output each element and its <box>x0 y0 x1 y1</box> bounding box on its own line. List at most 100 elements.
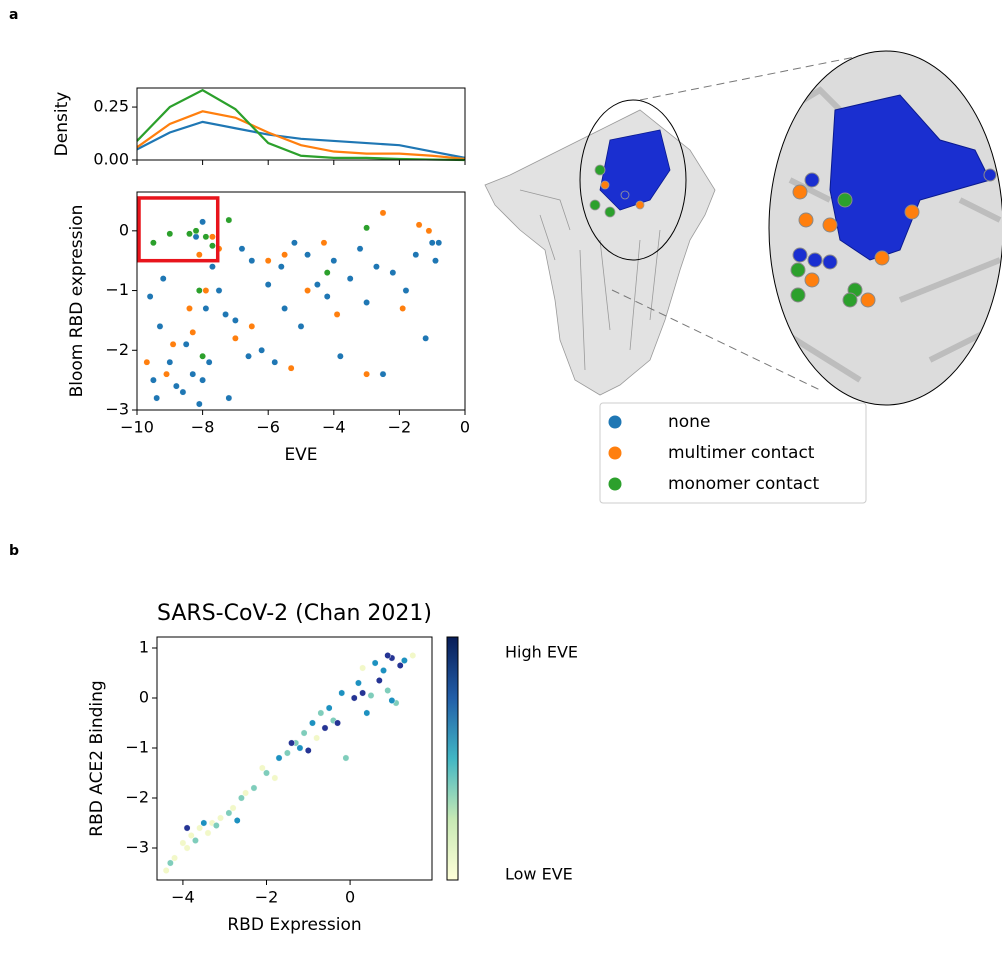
x-tick-label: −2 <box>255 888 279 907</box>
point <box>159 275 167 283</box>
point <box>400 657 408 664</box>
density-line <box>136 88 466 162</box>
point <box>263 769 270 777</box>
y-tick-label: −1 <box>125 738 149 757</box>
y-axis-label: Density <box>52 92 72 157</box>
point <box>225 809 233 817</box>
point <box>363 299 371 306</box>
legend: none multimer contact monomer contact <box>599 402 867 504</box>
point <box>264 257 272 265</box>
colorbar-label: Low EVE <box>505 865 573 884</box>
point <box>195 400 203 408</box>
point <box>231 316 239 324</box>
legend-marker <box>608 446 622 460</box>
point <box>388 697 396 704</box>
point <box>304 747 312 754</box>
point <box>166 230 174 238</box>
x-tick-label: −8 <box>191 418 215 437</box>
point <box>415 221 423 229</box>
legend-frame <box>599 402 867 504</box>
point <box>166 358 174 366</box>
point <box>163 370 170 378</box>
y-tick-label: 0 <box>139 688 149 707</box>
point <box>379 370 387 378</box>
x-tick-label: 0 <box>460 418 470 437</box>
point <box>156 322 164 330</box>
point <box>323 269 331 277</box>
point <box>162 867 170 874</box>
point <box>409 652 417 659</box>
point <box>323 293 331 300</box>
x-tick-label: −10 <box>120 418 154 437</box>
y-tick-label: −3 <box>125 838 149 857</box>
point <box>304 287 312 294</box>
protein-structure <box>484 109 716 396</box>
point <box>191 837 199 844</box>
point <box>149 376 157 384</box>
point <box>313 734 321 742</box>
y-tick-label: 1 <box>139 638 149 657</box>
point <box>250 784 258 792</box>
point <box>425 227 433 235</box>
point <box>384 652 392 659</box>
point <box>202 287 210 294</box>
point <box>396 662 404 669</box>
y-axis-label: RBD ACE2 Binding <box>87 680 107 836</box>
point <box>242 789 250 797</box>
point <box>375 677 383 684</box>
point <box>371 659 379 667</box>
point <box>321 724 329 732</box>
y-tick-label: −2 <box>125 788 149 807</box>
legend-label: monomer contact <box>668 474 820 494</box>
point <box>189 370 197 378</box>
point <box>245 352 252 360</box>
point <box>192 227 200 235</box>
point <box>208 263 216 271</box>
plot-area <box>136 88 466 162</box>
point <box>143 358 151 366</box>
x-tick-label: −2 <box>388 418 412 437</box>
point <box>287 364 295 372</box>
colorbar <box>446 636 459 881</box>
plot-area <box>143 209 443 408</box>
point <box>212 822 220 829</box>
point <box>367 692 375 699</box>
point <box>146 293 154 300</box>
point <box>338 689 346 697</box>
point <box>179 839 187 847</box>
point <box>333 310 341 318</box>
point <box>231 334 239 342</box>
zoomed-structure <box>769 51 1002 405</box>
point <box>304 251 312 259</box>
point <box>195 287 203 294</box>
point <box>215 287 223 294</box>
x-tick-label: −6 <box>256 418 280 437</box>
y-tick-label: −3 <box>105 400 129 419</box>
point <box>153 394 161 402</box>
point <box>342 754 350 762</box>
point <box>359 689 367 697</box>
axes-frame <box>156 636 433 881</box>
point <box>208 242 216 250</box>
point <box>325 704 333 712</box>
point <box>233 817 241 824</box>
point <box>179 388 187 396</box>
point <box>199 218 207 226</box>
point <box>271 358 279 366</box>
point <box>281 305 289 312</box>
point <box>330 257 338 265</box>
point <box>202 233 210 241</box>
point <box>380 667 387 674</box>
point <box>428 239 436 247</box>
point <box>200 819 208 827</box>
zoom-line <box>639 51 881 101</box>
zoom-outline <box>768 50 1002 406</box>
point <box>264 281 272 289</box>
point <box>296 744 304 752</box>
point <box>271 774 279 782</box>
point <box>186 305 193 312</box>
point <box>204 829 212 837</box>
x-tick-label: −4 <box>171 888 195 907</box>
point <box>363 370 371 378</box>
